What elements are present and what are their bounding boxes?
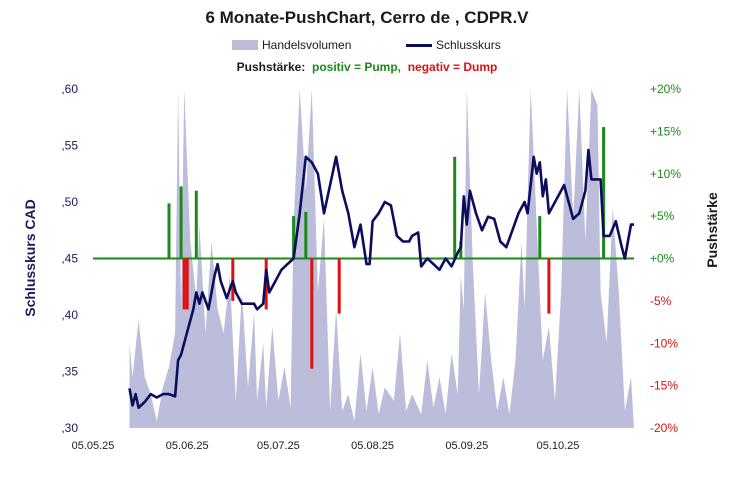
y-right-tick-5: +5% (650, 209, 675, 223)
push-bar-10 (337, 258, 341, 314)
push-bar-11 (453, 156, 457, 259)
y-right-tick-4: +0% (650, 252, 675, 266)
legend-volume-label: Handelsvolumen (262, 38, 352, 52)
y-left-tick-5: ,55 (61, 139, 78, 153)
x-tick-4: 05.09.25 (445, 440, 488, 452)
push-bar-14 (547, 258, 551, 314)
y-right-tick-3: -5% (650, 294, 672, 308)
push-legend-positive: positiv = Pump, (312, 60, 402, 74)
close-line (128, 148, 634, 410)
y-right-tick-7: +15% (650, 124, 681, 138)
push-bar-9 (310, 258, 314, 369)
legend: Handelsvolumen Schlusskurs (0, 38, 734, 56)
y-right-tick-0: -20% (650, 421, 678, 435)
push-bar-2 (182, 258, 186, 310)
push-bar-15 (602, 127, 606, 259)
push-legend-title: Pushstärke: (236, 60, 306, 74)
push-bar-8 (304, 211, 308, 259)
push-bar-7 (292, 216, 296, 259)
legend-volume-swatch (232, 40, 258, 50)
push-bar-0 (167, 203, 171, 259)
push-bar-5 (231, 258, 235, 301)
y-right-tick-8: +20% (650, 82, 681, 96)
x-tick-1: 05.06.25 (166, 440, 209, 452)
y-left-tick-1: ,35 (61, 365, 78, 379)
push-bar-4 (194, 190, 198, 259)
y-left-tick-4: ,50 (61, 195, 78, 209)
x-tick-3: 05.08.25 (351, 440, 394, 452)
push-bar-13 (538, 216, 542, 259)
x-tick-0: 05.05.25 (72, 440, 115, 452)
push-bar-3 (185, 258, 189, 310)
y-left-tick-3: ,45 (61, 252, 78, 266)
chart-title: 6 Monate-PushChart, Cerro de , CDPR.V (205, 8, 529, 27)
y-left-tick-6: ,60 (61, 82, 78, 96)
y-left-tick-0: ,30 (61, 421, 78, 435)
y-left-tick-2: ,40 (61, 308, 78, 322)
legend-close: Schlusskurs (406, 38, 501, 52)
legend-close-label: Schlusskurs (436, 38, 501, 52)
push-bar-1 (179, 186, 183, 259)
push-legend: Pushstärke: positiv = Pump, negativ = Du… (0, 60, 734, 74)
push-legend-negative: negativ = Dump (407, 60, 498, 74)
push-bar-12 (459, 241, 463, 259)
x-tick-2: 05.07.25 (257, 440, 300, 452)
y-right-tick-1: -15% (650, 379, 678, 393)
legend-close-swatch (406, 43, 432, 47)
legend-volume: Handelsvolumen (232, 38, 351, 52)
y-right-tick-2: -10% (650, 336, 678, 350)
y-right-tick-6: +10% (650, 167, 681, 181)
x-tick-5: 05.10.25 (537, 440, 580, 452)
